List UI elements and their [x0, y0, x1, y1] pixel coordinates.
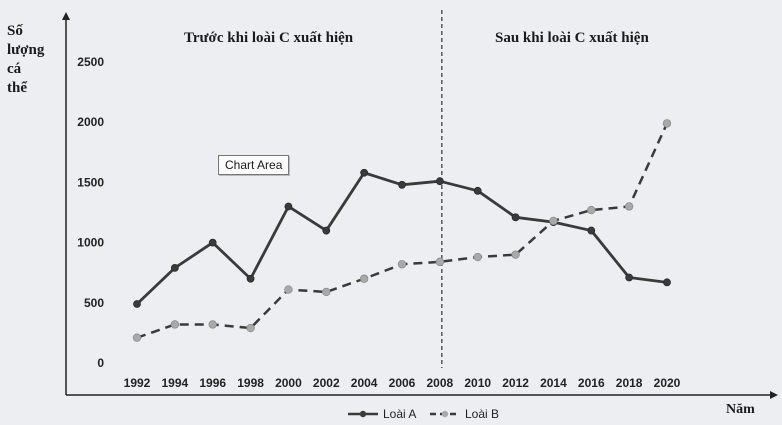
y-axis-arrow-icon [62, 12, 70, 20]
x-tick-label: 1996 [199, 376, 226, 390]
data-point [246, 274, 255, 283]
x-tick-label: 2016 [578, 376, 605, 390]
series-line-0 [136, 171, 668, 306]
y-axis-label-line: thể [7, 80, 27, 96]
data-point [398, 180, 406, 189]
data-point [284, 202, 293, 211]
data-point [246, 323, 255, 333]
x-tick-label: 2014 [540, 376, 567, 390]
y-tick-label: 1000 [77, 236, 104, 250]
x-tick-label: 2010 [464, 376, 491, 390]
x-tick-label: 2012 [502, 376, 529, 390]
data-point [624, 202, 634, 211]
region-label-after: Sau khi loài C xuất hiện [495, 30, 649, 46]
data-point [360, 168, 369, 177]
x-tick-label: 2008 [427, 376, 454, 390]
y-tick-label: 2000 [77, 115, 104, 129]
data-point [170, 320, 180, 329]
x-tick-label: 2020 [654, 376, 681, 390]
y-axis-label-line: lượng [7, 42, 45, 58]
legend-marker-1 [441, 410, 449, 418]
x-tick-label: 1992 [124, 376, 151, 390]
x-axis-label: Năm [726, 402, 755, 417]
legend-label: Loài B [465, 407, 499, 421]
data-point [473, 252, 482, 262]
data-point [208, 320, 217, 329]
chart-area-tooltip: Chart Area [218, 155, 290, 175]
data-point [133, 300, 141, 308]
data-point [435, 257, 445, 267]
data-point [208, 238, 217, 247]
y-axis-label-line: cá [7, 61, 22, 77]
data-point [473, 186, 482, 195]
y-tick-label: 1500 [77, 175, 104, 189]
data-point [625, 273, 634, 282]
y-tick-label: 0 [97, 356, 104, 370]
data-point [662, 119, 672, 128]
x-tick-label: 2004 [351, 376, 378, 390]
data-point [132, 333, 142, 342]
data-point [549, 216, 558, 226]
data-point [511, 213, 520, 222]
legend-marker-0 [359, 410, 367, 418]
data-point [284, 285, 293, 294]
y-axis-label-line: Số [7, 23, 23, 39]
x-tick-label: 2000 [275, 376, 302, 390]
legend-label: Loài A [383, 407, 416, 421]
data-point [322, 226, 331, 235]
data-point [587, 226, 596, 235]
data-point [359, 274, 369, 283]
data-point [587, 205, 596, 215]
x-tick-label: 2006 [389, 376, 416, 390]
data-point [397, 260, 407, 269]
data-point [435, 177, 444, 186]
y-tick-label: 500 [84, 296, 104, 310]
data-point [511, 250, 520, 259]
data-point [170, 263, 179, 272]
y-tick-label: 2500 [77, 55, 104, 69]
x-tick-label: 2018 [616, 376, 643, 390]
x-tick-label: 1994 [162, 376, 189, 390]
data-point [663, 278, 671, 287]
x-tick-label: 1998 [237, 376, 264, 390]
region-label-before: Trước khi loài C xuất hiện [184, 30, 354, 46]
data-point [322, 287, 331, 297]
x-tick-label: 2002 [313, 376, 340, 390]
x-axis-arrow-icon [770, 391, 778, 399]
y-axis-label: Số lượng cá thể [7, 22, 55, 98]
